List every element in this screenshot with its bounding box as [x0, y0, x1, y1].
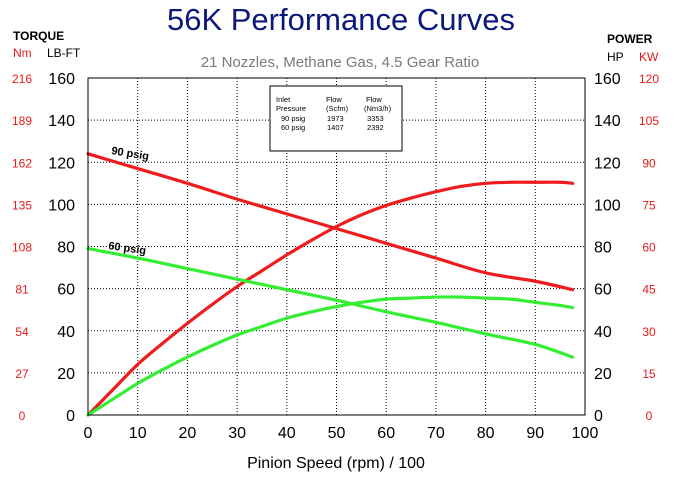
y-tick-label-right: 100 [594, 197, 621, 214]
plot-frame [87, 77, 586, 416]
flow-table-box [269, 85, 403, 152]
y-tick-label-left: 60 [57, 282, 75, 299]
nm-tick-label: 27 [15, 367, 29, 381]
nm-tick-label: 135 [12, 198, 32, 212]
y-tick-label-right: 140 [594, 113, 621, 130]
kw-tick-label: 105 [639, 114, 659, 128]
x-tick-label: 10 [129, 425, 147, 442]
y-tick-label-left: 20 [57, 366, 75, 383]
nm-tick-label: 0 [19, 409, 26, 423]
x-tick-label: 90 [526, 425, 544, 442]
y-tick-label-left: 40 [57, 324, 75, 341]
kw-tick-label: 15 [642, 367, 656, 381]
nm-tick-label: 54 [15, 325, 29, 339]
kw-tick-label: 60 [642, 241, 656, 255]
table-header-nm3h: (Nm3/h) [364, 104, 392, 113]
label-60-psig: 60 psig [108, 240, 147, 257]
y-tick-label-left: 0 [66, 408, 75, 425]
nm-tick-label: 108 [12, 241, 32, 255]
nm-tick-label: 81 [15, 283, 29, 297]
y-tick-label-left: 80 [57, 240, 75, 257]
chart-title: 56K Performance Curves [167, 2, 515, 37]
table-header-flow2: Flow [366, 95, 382, 104]
table-row-60-nm3h: 2392 [367, 123, 384, 132]
table-row-60-scfm: 1407 [327, 123, 344, 132]
label-90-psig: 90 psig [111, 145, 150, 163]
x-tick-label: 0 [84, 425, 93, 442]
x-tick-label: 70 [427, 425, 445, 442]
series-line-0 [86, 152, 575, 292]
kw-tick-label: 30 [642, 325, 656, 339]
kw-tick-label: 45 [642, 283, 656, 297]
left-unit-lbft: LB-FT [47, 46, 81, 60]
y-tick-label-left: 120 [48, 155, 75, 172]
y-tick-label-left: 160 [48, 71, 75, 88]
y-tick-label-right: 160 [594, 71, 621, 88]
kw-tick-label: 90 [642, 156, 656, 170]
y-tick-label-right: 40 [594, 324, 612, 341]
flow-table: Inlet Flow Flow Pressure (Scfm) (Nm3/h) … [269, 85, 403, 152]
chart-subtitle: 21 Nozzles, Methane Gas, 4.5 Gear Ratio [201, 54, 479, 71]
table-row-90-nm3h: 3353 [367, 114, 384, 123]
x-tick-label: 80 [477, 425, 495, 442]
y-tick-label-right: 0 [594, 408, 603, 425]
right-axis-header: POWER [607, 32, 653, 46]
right-unit-hp: HP [607, 50, 624, 64]
left-axis-header: TORQUE [13, 29, 64, 43]
x-tick-label: 20 [179, 425, 197, 442]
table-row-90-scfm: 1973 [327, 114, 344, 123]
table-header-inlet: Inlet [276, 95, 291, 104]
table-header-flow1: Flow [326, 95, 342, 104]
nm-tick-label: 189 [12, 114, 32, 128]
x-tick-label: 50 [328, 425, 346, 442]
nm-tick-label: 162 [12, 156, 32, 170]
y-tick-label-right: 80 [594, 240, 612, 257]
series-line-1 [86, 180, 575, 417]
nm-tick-label: 216 [12, 72, 32, 86]
x-tick-label: 100 [572, 425, 599, 442]
table-row-90-pressure: 90 psig [281, 114, 305, 123]
kw-tick-label: 75 [642, 198, 656, 212]
x-tick-label: 30 [228, 425, 246, 442]
series-line-2 [86, 247, 575, 359]
x-axis-label: Pinion Speed (rpm) / 100 [247, 455, 425, 472]
left-unit-nm: Nm [13, 46, 32, 60]
y-tick-label-right: 120 [594, 155, 621, 172]
kw-tick-label: 0 [646, 409, 653, 423]
table-header-pressure: Pressure [276, 104, 306, 113]
y-tick-label-left: 100 [48, 197, 75, 214]
x-tick-label: 40 [278, 425, 296, 442]
kw-tick-label: 120 [639, 72, 659, 86]
series-line-3 [86, 295, 575, 417]
table-header-scfm: (Scfm) [326, 104, 349, 113]
y-tick-label-left: 140 [48, 113, 75, 130]
table-row-60-pressure: 60 psig [281, 123, 305, 132]
y-tick-label-right: 20 [594, 366, 612, 383]
right-unit-kw: KW [639, 50, 659, 64]
x-tick-label: 60 [377, 425, 395, 442]
y-tick-label-right: 60 [594, 282, 612, 299]
series-layer [86, 152, 575, 417]
